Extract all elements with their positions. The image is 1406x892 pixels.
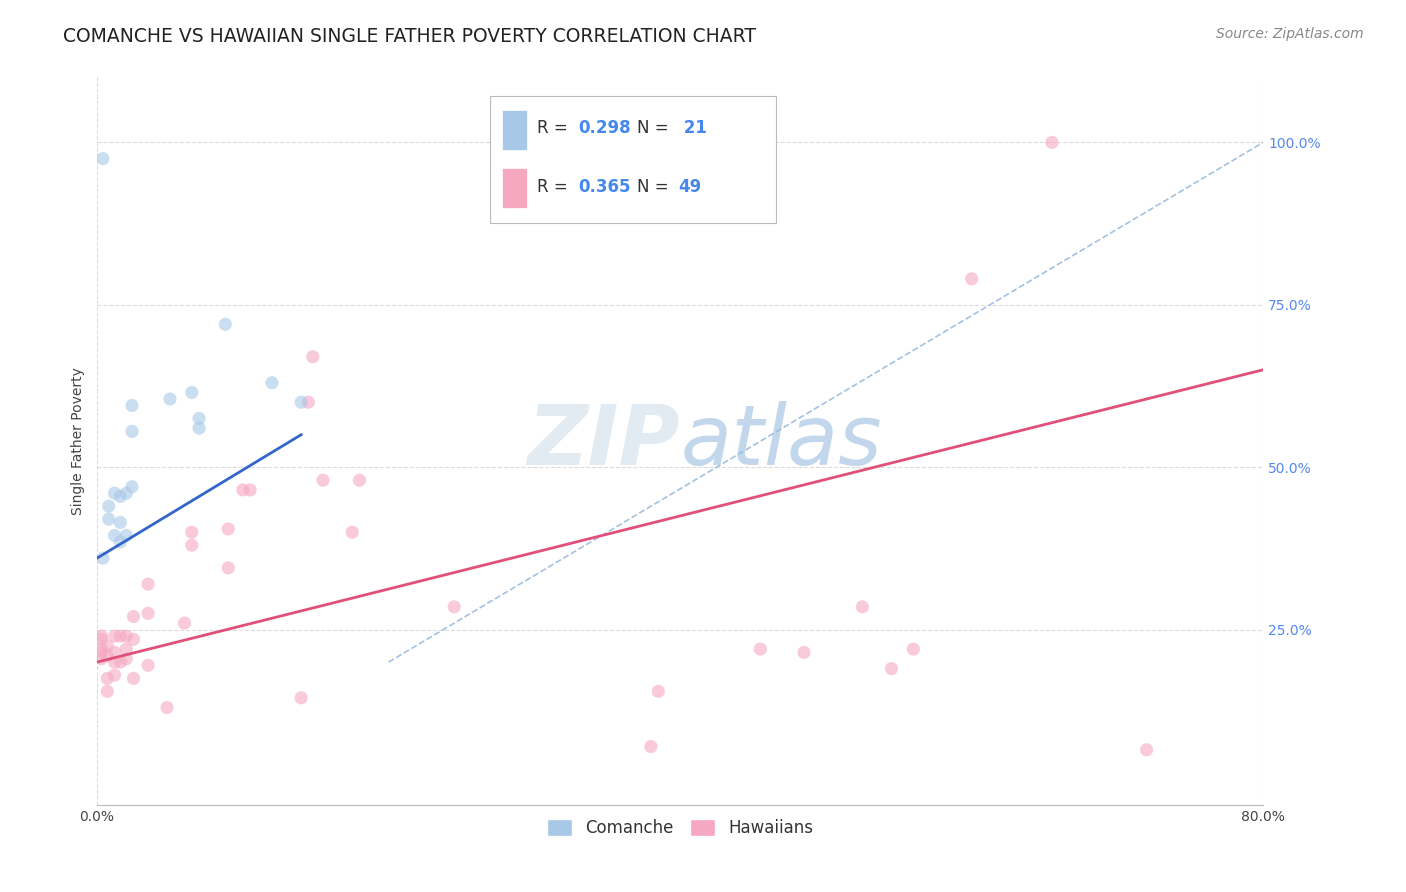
Point xyxy=(960,272,983,286)
Point xyxy=(297,395,319,409)
Point xyxy=(349,473,371,487)
Point xyxy=(290,395,312,409)
Point xyxy=(96,639,118,653)
Point xyxy=(121,425,143,439)
FancyBboxPatch shape xyxy=(502,111,527,150)
Point xyxy=(122,632,145,647)
Point xyxy=(96,648,118,663)
Point xyxy=(103,668,125,682)
Point xyxy=(122,671,145,685)
Point xyxy=(180,525,202,540)
Point xyxy=(136,577,159,591)
Point xyxy=(110,535,132,549)
Text: 49: 49 xyxy=(678,178,702,195)
Point xyxy=(97,512,120,526)
Point xyxy=(121,480,143,494)
Point xyxy=(188,411,211,425)
Point xyxy=(340,525,363,540)
Point xyxy=(260,376,283,390)
Point xyxy=(136,658,159,673)
Point xyxy=(121,399,143,413)
Point xyxy=(103,645,125,659)
Point xyxy=(180,538,202,552)
Text: 0.365: 0.365 xyxy=(579,178,631,195)
Point xyxy=(90,632,112,647)
Point xyxy=(214,318,236,332)
Point xyxy=(1040,136,1063,150)
Point xyxy=(96,671,118,685)
Y-axis label: Single Father Poverty: Single Father Poverty xyxy=(72,368,86,516)
Point xyxy=(880,662,903,676)
Point xyxy=(122,609,145,624)
Point xyxy=(91,551,114,566)
Point xyxy=(903,642,925,657)
Point xyxy=(91,152,114,166)
Point xyxy=(217,522,239,536)
Point xyxy=(239,483,262,497)
Point xyxy=(97,499,120,513)
Point xyxy=(115,528,138,542)
Text: ZIP: ZIP xyxy=(527,401,681,482)
Point xyxy=(290,690,312,705)
Point xyxy=(159,392,181,406)
Point xyxy=(103,486,125,500)
Point xyxy=(851,599,873,614)
Point xyxy=(156,700,179,714)
Point xyxy=(96,684,118,698)
Point xyxy=(232,483,254,497)
Point xyxy=(180,385,202,400)
Point xyxy=(312,473,335,487)
Point xyxy=(647,684,669,698)
Point xyxy=(90,642,112,657)
Text: COMANCHE VS HAWAIIAN SINGLE FATHER POVERTY CORRELATION CHART: COMANCHE VS HAWAIIAN SINGLE FATHER POVER… xyxy=(63,27,756,45)
Legend: Comanche, Hawaiians: Comanche, Hawaiians xyxy=(540,813,820,844)
FancyBboxPatch shape xyxy=(491,95,776,223)
Point xyxy=(217,561,239,575)
Text: N =: N = xyxy=(637,120,673,137)
Point xyxy=(136,607,159,621)
Point xyxy=(749,642,772,657)
Point xyxy=(103,629,125,643)
Point xyxy=(110,490,132,504)
Text: R =: R = xyxy=(537,178,572,195)
Point xyxy=(443,599,465,614)
Point xyxy=(90,629,112,643)
Point xyxy=(90,645,112,659)
Text: N =: N = xyxy=(637,178,673,195)
Point xyxy=(188,421,211,435)
Point xyxy=(1136,743,1159,757)
Point xyxy=(115,629,138,643)
Point xyxy=(115,652,138,666)
Text: Source: ZipAtlas.com: Source: ZipAtlas.com xyxy=(1216,27,1364,41)
Point xyxy=(793,645,815,659)
Point xyxy=(640,739,662,754)
FancyBboxPatch shape xyxy=(502,169,527,209)
Point xyxy=(90,652,112,666)
Point xyxy=(110,516,132,530)
Text: 21: 21 xyxy=(678,120,707,137)
Point xyxy=(103,655,125,669)
Point xyxy=(301,350,323,364)
Point xyxy=(173,616,195,631)
Point xyxy=(115,642,138,657)
Text: R =: R = xyxy=(537,120,572,137)
Point xyxy=(110,655,132,669)
Point xyxy=(115,486,138,500)
Point xyxy=(103,528,125,542)
Text: 0.298: 0.298 xyxy=(579,120,631,137)
Text: atlas: atlas xyxy=(681,401,882,482)
Point xyxy=(110,629,132,643)
